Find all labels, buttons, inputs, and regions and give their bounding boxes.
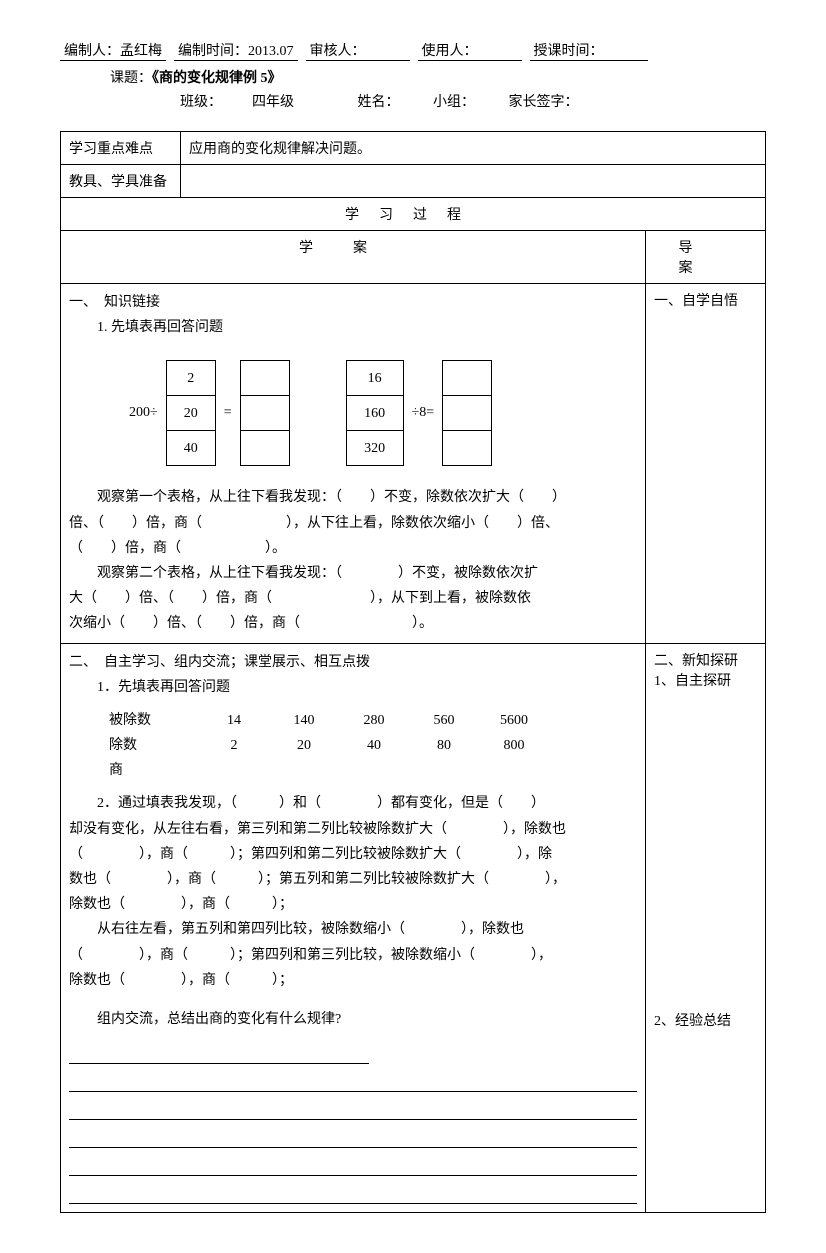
obs2-l2: 大（ ）倍、（ ）倍，商（ ），从下到上看，被除数依 (69, 586, 637, 611)
s1-title: 一、 知识链接 (69, 290, 637, 315)
write-lines (69, 1038, 637, 1204)
cell: 320 (346, 430, 404, 466)
user-label: 使用人： (422, 40, 478, 60)
cell: 16 (346, 360, 404, 396)
topic: 《商的变化规律例 5》 (152, 71, 282, 86)
obs1-l1: 观察第一个表格，从上往下看我发现：（ ）不变，除数依次扩大（ ） (69, 485, 637, 510)
tbl-c: 2 (199, 733, 269, 758)
cell: 20 (166, 395, 216, 431)
s2-daoan1: 二、新知探研 (654, 650, 757, 670)
class-value: 四年级 (252, 95, 294, 110)
tbl-r2h: 除数 (109, 733, 199, 758)
tbl-c (199, 758, 269, 783)
cell: 2 (166, 360, 216, 396)
author-label: 编制人： (64, 40, 120, 60)
author: 孟红梅 (120, 40, 162, 60)
tbl-c (409, 758, 479, 783)
p2-l4: 数也（ ），商（ ）；第五列和第二列比较被除数扩大（ ）， (69, 867, 637, 892)
s2-q1: 1．先填表再回答问题 (69, 675, 637, 700)
expr-group: 200÷ 2 20 40 = 16 160 320 ÷8 (129, 360, 637, 465)
process-title: 学习过程 (61, 198, 766, 231)
parent-label: 家长签字： (509, 95, 579, 110)
expr1-stack: 2 20 40 (166, 360, 216, 465)
name-label: 姓名： (358, 95, 400, 110)
p3-l2: （ ），商（ ）；第四列和第三列比较，被除数缩小（ ）， (69, 943, 637, 968)
tools-text (181, 165, 766, 198)
info-line: 班级： 四年级 姓名： 小组： 家长签字： (180, 91, 766, 111)
time-label: 编制时间： (178, 40, 248, 60)
main-table: 学习重点难点 应用商的变化规律解决问题。 教具、学具准备 学习过程 学案 导案 … (60, 131, 766, 1213)
cell (240, 430, 290, 466)
tbl-c: 40 (339, 733, 409, 758)
expr1-prefix: 200÷ (129, 400, 158, 425)
obs2-l1: 观察第二个表格，从上往下看我发现：（ ）不变，被除数依次扩 (69, 561, 637, 586)
p3-l3: 除数也（ ），商（ ）； (69, 968, 637, 993)
tbl-c (339, 758, 409, 783)
time: 2013.07 (248, 44, 294, 60)
tbl-c: 20 (269, 733, 339, 758)
obs1-l3: （ ）倍，商（ ）。 (69, 536, 637, 561)
section2-xuean: 二、 自主学习、组内交流；课堂展示、相互点拨 1．先填表再回答问题 被除数 14… (61, 643, 646, 1213)
s2-title: 二、 自主学习、组内交流；课堂展示、相互点拨 (69, 650, 637, 675)
s1-q1: 1. 先填表再回答问题 (69, 315, 637, 340)
tbl-c (479, 758, 549, 783)
obs1-l2: 倍、（ ）倍，商（ ），从下往上看，除数依次缩小（ ）倍、 (69, 511, 637, 536)
p3-l1: 从右往左看，第五列和第四列比较，被除数缩小（ ），除数也 (69, 917, 637, 942)
cell (442, 360, 492, 396)
focus-label: 学习重点难点 (61, 132, 181, 165)
inline-table: 被除数 14 140 280 560 5600 除数 2 20 40 80 80… (109, 708, 637, 784)
cell: 40 (166, 430, 216, 466)
summary: 组内交流，总结出商的变化有什么规律? (69, 1007, 637, 1032)
cell (240, 360, 290, 396)
tbl-c (269, 758, 339, 783)
expr2-suffix: ÷8= (412, 400, 435, 425)
expr2-stack: 16 160 320 (346, 360, 404, 465)
tools-label: 教具、学具准备 (61, 165, 181, 198)
tbl-r1h: 被除数 (109, 708, 199, 733)
tbl-c: 560 (409, 708, 479, 733)
write-line (69, 1066, 637, 1092)
tbl-c: 14 (199, 708, 269, 733)
focus-text: 应用商的变化规律解决问题。 (181, 132, 766, 165)
group-label: 小组： (433, 95, 475, 110)
cell (240, 395, 290, 431)
tbl-c: 80 (409, 733, 479, 758)
expr1-result (240, 360, 290, 465)
write-line (69, 1094, 637, 1120)
write-line (69, 1178, 637, 1204)
xuean-title: 学案 (61, 231, 646, 284)
cell (442, 430, 492, 466)
title-line: 课题：《商的变化规律例 5》 (110, 67, 766, 87)
s2-daoan2: 1、自主探研 (654, 670, 757, 690)
cell (442, 395, 492, 431)
header-line: 编制人：孟红梅 编制时间：2013.07 审核人： 使用人： 授课时间： (60, 40, 766, 61)
daoan-title: 导案 (646, 231, 766, 284)
p2-l2: 却没有变化，从左往右看，第三列和第二列比较被除数扩大（ ），除数也 (69, 817, 637, 842)
s2-daoan: 二、新知探研 1、自主探研 2、经验总结 (646, 643, 766, 1213)
tbl-r3h: 商 (109, 758, 199, 783)
p2-l1: 2．通过填表我发现，（ ）和（ ）都有变化，但是（ ） (69, 791, 637, 816)
tbl-c: 140 (269, 708, 339, 733)
class-label: 班级： (180, 95, 222, 110)
tbl-c: 280 (339, 708, 409, 733)
p2-l3: （ ），商（ ）；第四列和第二列比较被除数扩大（ ），除 (69, 842, 637, 867)
tbl-c: 5600 (479, 708, 549, 733)
expr2-result (442, 360, 492, 465)
section1-xuean: 一、 知识链接 1. 先填表再回答问题 200÷ 2 20 40 = 16 (61, 284, 646, 644)
tbl-c: 800 (479, 733, 549, 758)
eq-sign: = (224, 400, 232, 425)
write-line (69, 1122, 637, 1148)
teachtime-label: 授课时间： (534, 40, 604, 60)
obs2-l3: 次缩小（ ）倍、（ ）倍，商（ ）。 (69, 611, 637, 636)
write-line (69, 1038, 369, 1064)
s2-daoan3: 2、经验总结 (654, 1010, 757, 1030)
topic-label: 课题： (110, 71, 152, 86)
s1-daoan: 一、自学自悟 (646, 284, 766, 644)
cell: 160 (346, 395, 404, 431)
p2-l5: 除数也（ ），商（ ）； (69, 892, 637, 917)
reviewer-label: 审核人： (310, 40, 366, 60)
write-line (69, 1150, 637, 1176)
